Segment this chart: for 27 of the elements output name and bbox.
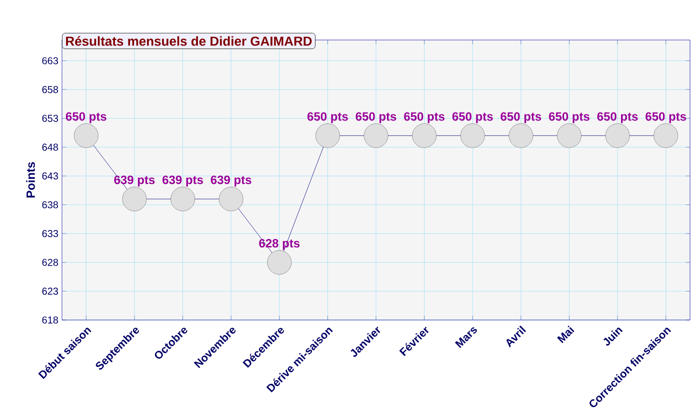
data-label: 639 pts <box>210 176 252 186</box>
data-label: 650 pts <box>549 112 590 124</box>
y-tick-label: 663 <box>42 57 58 64</box>
y-tick-label: 653 <box>42 114 58 122</box>
data-label: 650 pts <box>452 112 493 124</box>
data-label: 650 pts <box>66 112 106 124</box>
data-label: 628 pts <box>259 238 300 250</box>
y-tick-label: 648 <box>42 144 58 151</box>
y-tick-label: 633 <box>42 230 58 238</box>
y-tick-label: 643 <box>42 172 58 180</box>
data-label: 639 pts <box>162 176 203 186</box>
data-label: 650 pts <box>404 112 444 124</box>
y-tick-label: 628 <box>42 258 58 266</box>
data-label: 650 pts <box>597 112 638 124</box>
y-tick-label: 623 <box>42 288 58 295</box>
data-label: 639 pts <box>114 176 155 186</box>
data-label: 650 pts <box>646 112 686 124</box>
data-label: 650 pts <box>356 112 396 124</box>
y-tick-label: 638 <box>42 201 58 208</box>
x-tick-label: Mai <box>557 326 574 344</box>
y-axis-title: Points <box>26 162 35 198</box>
chart-title: Résultats mensuels de Didier GAIMARD <box>66 36 312 46</box>
y-tick-label: 618 <box>42 316 58 324</box>
y-tick-label: 658 <box>42 86 58 94</box>
data-label: 650 pts <box>307 112 348 124</box>
x-tick-label: Juin <box>603 328 623 346</box>
data-label: 650 pts <box>500 112 542 124</box>
